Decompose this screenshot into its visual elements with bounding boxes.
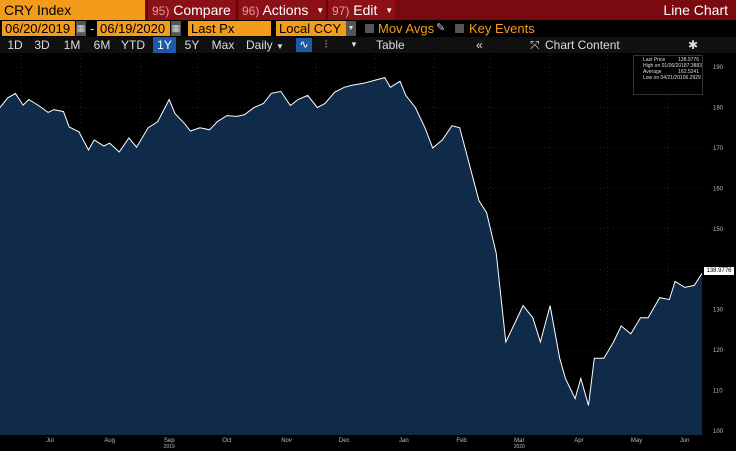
mov-avgs-checkbox[interactable] — [365, 24, 374, 33]
chart-content-button[interactable]: Chart Content — [545, 38, 620, 52]
mov-avgs-label[interactable]: Mov Avgs — [378, 21, 435, 36]
chevron-down-icon: ▼ — [316, 6, 325, 15]
chart-type-title: Line Chart — [663, 2, 728, 18]
pencil-icon[interactable]: ✎ — [436, 22, 446, 34]
y-tick-label: 150 — [713, 227, 724, 233]
date-separator: - — [90, 21, 95, 36]
last-price-badge: 138.9776 — [704, 267, 734, 275]
chevron-down-icon[interactable]: ▼ — [346, 21, 356, 36]
price-chart[interactable]: 100110120130140150160170180190 JulAugSep… — [0, 53, 736, 451]
legend-high-label: High on 01/06/20 — [643, 63, 682, 69]
chart-legend: Last Price 138.9776 High on 01/06/20 187… — [633, 55, 703, 95]
y-tick-label: 130 — [713, 308, 724, 314]
frequency-select[interactable]: Daily ▼ — [246, 37, 284, 53]
y-tick-label: 110 — [713, 389, 723, 395]
actions-menu[interactable]: 96) Actions ▼ — [237, 0, 325, 20]
ticker-field[interactable]: CRY Index — [0, 0, 145, 20]
y-tick-label: 100 — [713, 429, 724, 435]
x-year-label: 2020 — [514, 444, 525, 450]
x-axis: Jul Aug Sep Oct Nov Dec Jan Feb Mar Apr May Jun 2019… — [46, 438, 689, 450]
range-5y[interactable]: 5Y — [184, 38, 200, 52]
edit-label: Edit — [353, 2, 378, 18]
key-events-label[interactable]: Key Events — [469, 21, 535, 36]
range-1d[interactable]: 1D — [7, 38, 23, 52]
x-tick-label: Nov — [281, 438, 292, 444]
legend-low-value: 106.2929 — [679, 75, 701, 81]
calendar-icon[interactable]: ▦ — [76, 21, 86, 36]
price-field-select[interactable]: Last Px — [188, 21, 271, 36]
legend-low: Low on 04/21/20 106.2929 — [637, 75, 701, 81]
collapse-left-icon[interactable]: « — [476, 38, 483, 52]
end-date-field[interactable]: 06/19/2020 — [97, 21, 170, 36]
range-max[interactable]: Max — [211, 38, 235, 52]
edit-number: 97) — [332, 4, 350, 18]
actions-label: Actions — [262, 2, 309, 18]
legend-last-price-value: 138.9776 — [678, 57, 699, 63]
range-1m[interactable]: 1M — [63, 38, 81, 52]
x-tick-label: Dec — [339, 438, 350, 444]
price-area — [0, 77, 702, 435]
y-axis: 100110120130140150160170180190 — [713, 65, 724, 435]
chart-content-icon: ⤧ — [530, 38, 540, 52]
controls-bar: 06/20/2019 ▦ - 06/19/2020 ▦ Last Px Loca… — [0, 20, 736, 37]
compare-label: Compare — [173, 2, 231, 18]
x-tick-label: May — [631, 438, 642, 444]
x-tick-label: Jan — [399, 438, 409, 444]
legend-low-label: Low on 04/21/20 — [643, 75, 680, 81]
legend-average: Average 162.5241 — [637, 69, 699, 75]
table-button[interactable]: Table — [376, 38, 405, 52]
legend-high-value: 187.3883 — [681, 63, 702, 69]
edit-menu[interactable]: 97) Edit ▼ — [327, 0, 395, 20]
range-3d[interactable]: 3D — [34, 38, 50, 52]
x-tick-label: Oct — [222, 438, 232, 444]
x-year-label: 2019 — [164, 444, 175, 450]
chevron-down-icon[interactable]: ▼ — [350, 40, 358, 49]
range-6m[interactable]: 6M — [93, 38, 111, 52]
y-tick-label: 190 — [713, 65, 724, 71]
y-tick-label: 180 — [713, 106, 724, 112]
x-tick-label: Jul — [46, 438, 54, 444]
price-line — [0, 77, 703, 406]
function-bar: CRY Index 95) Compare 96) Actions ▼ 97) … — [0, 0, 736, 20]
x-tick-label: Apr — [574, 438, 583, 444]
legend-average-value: 162.5241 — [678, 69, 699, 75]
actions-number: 96) — [242, 4, 260, 18]
compare-menu[interactable]: 95) Compare — [147, 0, 235, 20]
x-tick-label: Jun — [680, 438, 690, 444]
chevron-down-icon: ▼ — [276, 42, 284, 51]
currency-select[interactable]: Local CCY — [276, 21, 346, 36]
legend-last-price-label: Last Price — [643, 57, 666, 63]
key-events-checkbox[interactable] — [455, 24, 464, 33]
line-chart-icon[interactable]: ∿ — [296, 38, 312, 52]
legend-last-price: Last Price 138.9776 — [637, 57, 699, 63]
start-date-field[interactable]: 06/20/2019 — [2, 21, 75, 36]
compare-number: 95) — [152, 4, 170, 18]
y-tick-label: 170 — [713, 146, 724, 152]
legend-average-label: Average — [643, 69, 662, 75]
range-bar: 1D 3D 1M 6M YTD 1Y 5Y Max Daily ▼ ∿ ⫶ ▼ … — [0, 37, 736, 53]
range-ytd[interactable]: YTD — [121, 38, 145, 52]
range-1y[interactable]: 1Y — [153, 37, 176, 53]
y-tick-label: 120 — [713, 348, 724, 354]
x-tick-label: Mar — [514, 438, 524, 444]
x-tick-label: Sep — [164, 438, 175, 444]
y-tick-label: 160 — [713, 186, 724, 192]
x-tick-label: Aug — [104, 438, 115, 444]
calendar-icon[interactable]: ▦ — [171, 21, 181, 36]
legend-high: High on 01/06/20 187.3883 — [637, 63, 702, 69]
chevron-down-icon: ▼ — [385, 6, 394, 15]
candlestick-icon[interactable]: ⫶ — [324, 39, 328, 51]
frequency-label: Daily — [246, 38, 273, 52]
x-tick-label: Feb — [456, 438, 467, 444]
gear-icon[interactable]: ✱ — [688, 38, 699, 52]
